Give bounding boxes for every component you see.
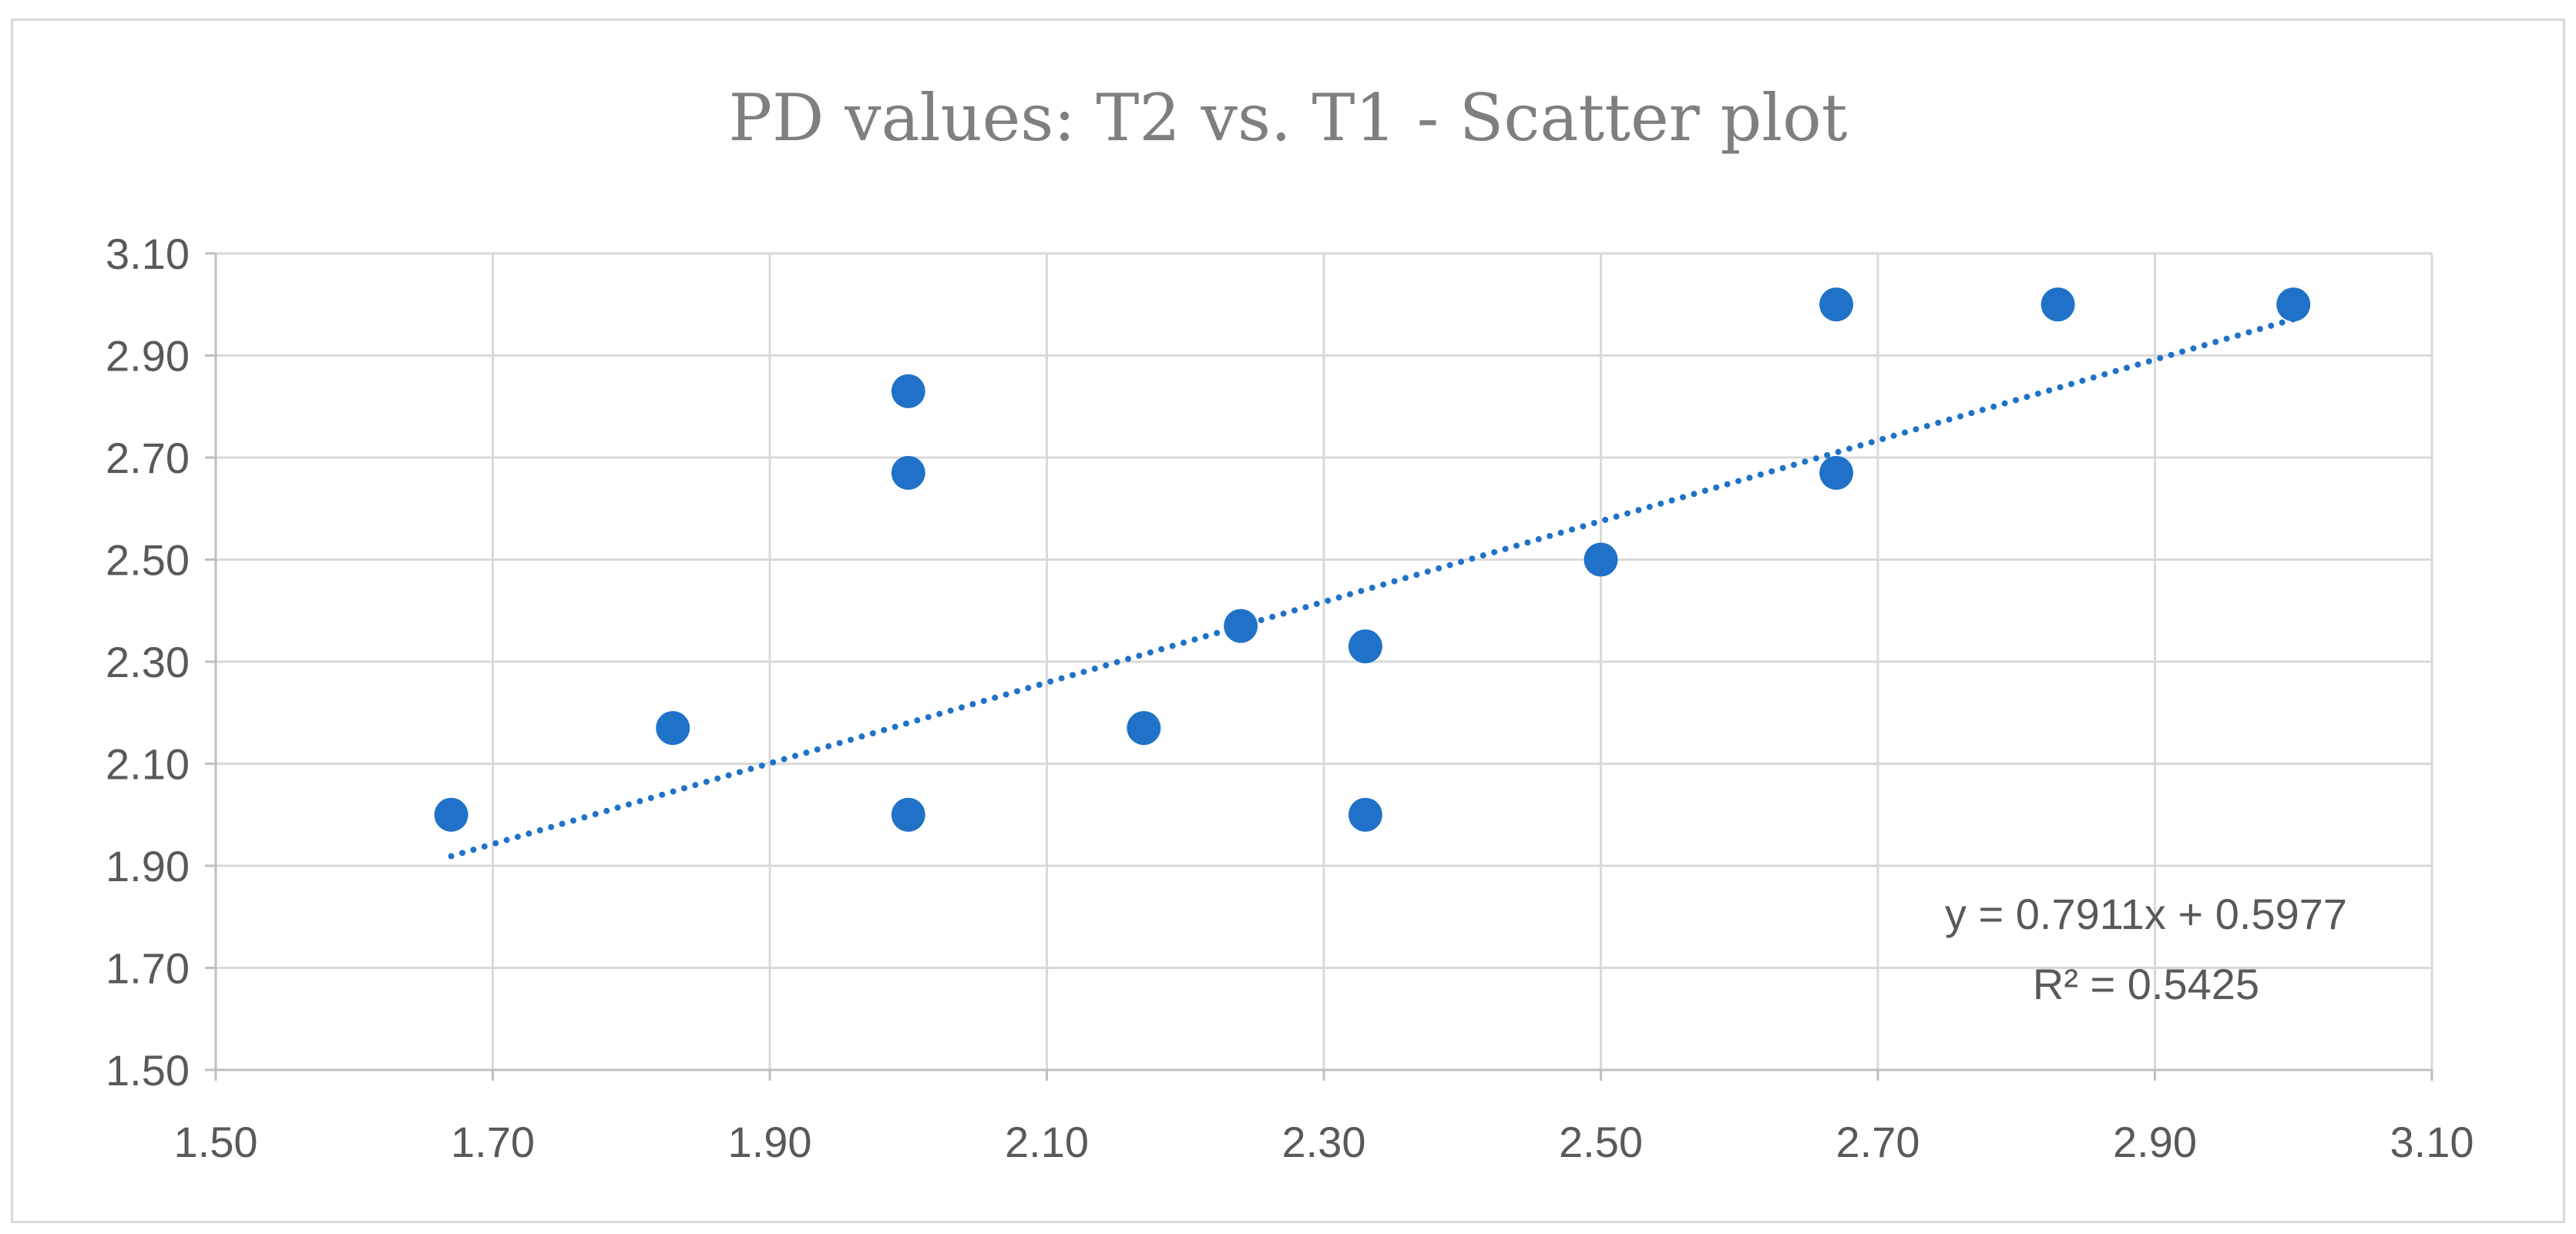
trendline-r-squared: R² = 0.5425 bbox=[2033, 960, 2259, 1008]
data-point bbox=[1348, 797, 1382, 832]
x-tick-label: 1.90 bbox=[728, 1118, 812, 1166]
x-tick-label: 2.90 bbox=[2113, 1118, 2197, 1166]
data-point bbox=[1224, 609, 1258, 643]
y-tick-label: 2.30 bbox=[106, 638, 190, 686]
trendline-equation: y = 0.7911x + 0.5977 bbox=[1945, 890, 2347, 938]
gridlines bbox=[216, 252, 2433, 1071]
data-point bbox=[891, 455, 925, 490]
chart-frame bbox=[11, 18, 2565, 1223]
y-tick-label: 2.70 bbox=[106, 434, 190, 482]
data-points bbox=[434, 287, 2311, 832]
axes bbox=[205, 252, 2433, 1081]
y-tick-label: 1.70 bbox=[106, 944, 190, 993]
data-point bbox=[2276, 287, 2311, 322]
x-tick-label: 1.70 bbox=[451, 1118, 535, 1166]
x-tick-label: 1.50 bbox=[174, 1118, 258, 1166]
data-point bbox=[1348, 629, 1382, 664]
chart-title: PD values: T2 vs. T1 - Scatter plot bbox=[728, 80, 1848, 156]
tick-labels: 1.50 1.70 1.90 2.10 2.30 2.50 2.70 2.90 3.10 1.50… bbox=[106, 230, 2474, 1166]
data-point bbox=[891, 374, 925, 408]
data-point bbox=[1127, 711, 1161, 746]
x-tick-label: 2.10 bbox=[1005, 1118, 1089, 1166]
data-point bbox=[1819, 287, 1854, 322]
data-point bbox=[1584, 542, 1618, 577]
y-tick-label: 1.90 bbox=[106, 842, 190, 890]
y-tick-label: 2.90 bbox=[106, 332, 190, 381]
y-tick-label: 2.10 bbox=[106, 740, 190, 789]
data-point bbox=[2040, 287, 2075, 322]
x-tick-label: 2.50 bbox=[1559, 1118, 1643, 1166]
data-point bbox=[1819, 455, 1854, 490]
data-point bbox=[656, 711, 690, 746]
y-tick-label: 1.50 bbox=[106, 1046, 190, 1095]
x-tick-label: 3.10 bbox=[2390, 1118, 2474, 1166]
y-tick-label: 2.50 bbox=[106, 536, 190, 585]
trendline bbox=[448, 316, 2297, 860]
x-tick-label: 2.30 bbox=[1282, 1118, 1366, 1166]
trendline-group bbox=[448, 316, 2297, 860]
data-point bbox=[891, 797, 925, 832]
y-tick-label: 3.10 bbox=[106, 230, 190, 278]
x-tick-label: 2.70 bbox=[1836, 1118, 1920, 1166]
data-point bbox=[434, 797, 469, 832]
